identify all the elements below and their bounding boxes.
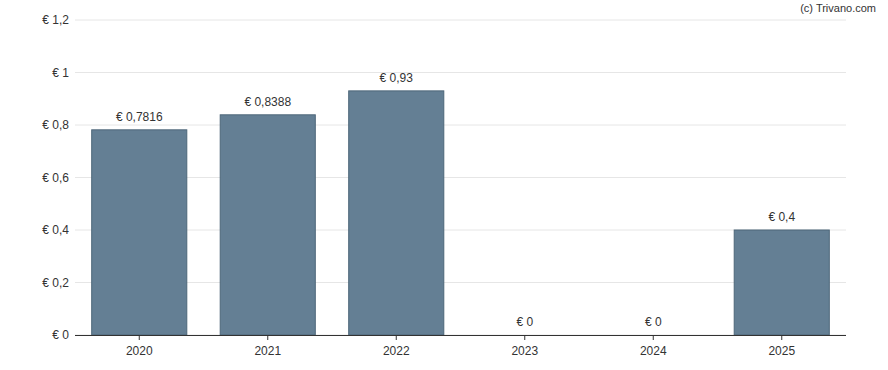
y-tick-label: € 0,2 (42, 276, 69, 290)
chart: (c) Trivano.com € 0 € 0,2 € 0,4 € 0,6 € 0,8 € … (0, 0, 888, 370)
bar (606, 335, 701, 336)
grid-line (75, 72, 846, 73)
bar (92, 130, 187, 335)
credit: (c) Trivano.com (800, 2, 876, 14)
bar (734, 230, 829, 335)
x-tick-label: 2024 (640, 344, 667, 358)
x-tick-label: 2023 (511, 344, 538, 358)
grid (75, 20, 846, 335)
grid-line (75, 20, 846, 21)
bar (220, 115, 315, 335)
data-label: € 0 (516, 315, 533, 329)
bar (349, 91, 444, 335)
page: {"chart_data": {"type": "bar", "annotati… (0, 0, 888, 370)
grid-line (75, 282, 846, 283)
y-tick-label: € 0 (52, 328, 69, 342)
y-tick-label: € 0,4 (42, 223, 69, 237)
bars (92, 91, 830, 335)
data-label: € 0,8388 (244, 95, 291, 109)
x-tick-label: 2022 (383, 344, 410, 358)
x-axis (75, 335, 846, 336)
y-tick-label: € 1 (52, 66, 69, 80)
y-tick-label: € 0,8 (42, 118, 69, 132)
y-tick-label: € 1,2 (42, 13, 69, 27)
x-tick (139, 335, 140, 340)
x-tick (781, 335, 782, 340)
data-label: € 0,4 (768, 210, 795, 224)
grid-line (75, 177, 846, 178)
x-tick (524, 335, 525, 340)
x-tick-label: 2025 (768, 344, 795, 358)
grid-line (75, 125, 846, 126)
grid-line (75, 230, 846, 231)
grid-line (75, 335, 846, 336)
x-tick-label: 2020 (126, 344, 153, 358)
x-tick (267, 335, 268, 340)
data-label: € 0 (645, 315, 662, 329)
data-label: € 0,7816 (116, 110, 163, 124)
x-tick-label: 2021 (254, 344, 281, 358)
x-tick (396, 335, 397, 340)
y-tick-label: € 0,6 (42, 171, 69, 185)
x-tick (653, 335, 654, 340)
bar (477, 335, 572, 336)
chart-container: (c) Trivano.com € 0 € 0,2 € 0,4 € 0,6 € 0,8 € … (0, 0, 888, 370)
data-label: € 0,93 (380, 71, 414, 85)
